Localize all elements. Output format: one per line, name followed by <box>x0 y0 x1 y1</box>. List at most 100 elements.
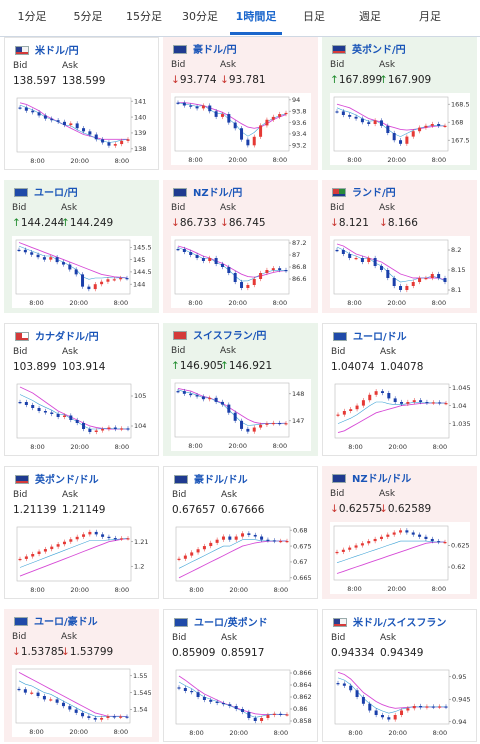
pair-name-link[interactable]: 米ドル/円 <box>35 46 79 57</box>
tab-1[interactable]: 5分足 <box>73 10 103 23</box>
pair-name-link[interactable]: 英ポンド/円 <box>352 45 406 56</box>
pair-name-link[interactable]: ランド/円 <box>352 188 396 199</box>
candle-body <box>182 102 186 106</box>
candle-body <box>107 427 111 429</box>
candle-body <box>361 400 365 406</box>
price-chart[interactable]: 0.95 0.945 0.94 8:00 20:00 8:00 <box>331 666 471 738</box>
y-tick-label: 0.86 <box>293 705 307 713</box>
tab-6[interactable]: 週足 <box>359 10 381 23</box>
arrow-down-icon: ↓ <box>330 503 339 515</box>
candle-body <box>50 412 54 414</box>
rate-card[interactable]: 英ポンド/円 Bid Ask ↑167.899 ↑167.909 168.5 168 167.… <box>322 37 477 170</box>
x-tick-label: 8:00 <box>348 443 363 451</box>
candle-body <box>406 708 410 711</box>
candle-body <box>189 393 193 396</box>
y-tick-label: 87 <box>292 251 300 259</box>
candle-body <box>419 706 423 708</box>
rate-card[interactable]: ユーロ/ドル Bid Ask 1.04074 1.04078 1.045 1.04 1.035… <box>322 323 477 456</box>
pair-name-link[interactable]: NZドル/ドル <box>352 474 412 485</box>
pair-name-link[interactable]: 豪ドル/円 <box>193 45 237 56</box>
pair-name-link[interactable]: ユーロ/豪ドル <box>34 617 98 628</box>
tab-3[interactable]: 30分足 <box>182 10 218 23</box>
candle-body <box>31 405 35 408</box>
x-tick-label: 8:00 <box>347 156 362 164</box>
candle-body <box>412 706 416 709</box>
rate-card[interactable]: NZドル/ドル Bid Ask ↓0.62575 ↓0.62589 0.625 0.62 8:… <box>322 466 477 599</box>
candle-body <box>246 285 250 288</box>
price-chart[interactable]: 148 147 8:00 20:00 8:00 <box>171 379 311 451</box>
pair-name-link[interactable]: 英ポンド/ドル <box>35 475 99 486</box>
price-chart[interactable]: 168.5 168 167.5 8:00 20:00 8:00 <box>330 93 470 165</box>
candle-body <box>399 286 403 290</box>
candle-body <box>259 273 263 279</box>
y-tick-label: 145 <box>133 256 145 264</box>
candle-body <box>386 534 390 537</box>
ask-value: ↓0.62589 <box>379 503 432 515</box>
moving-average-line <box>18 242 128 279</box>
price-chart[interactable]: 8.2 8.15 8.1 8:00 20:00 8:00 <box>330 236 470 308</box>
candle-body <box>37 112 41 116</box>
price-chart[interactable]: 1.045 1.04 1.035 8:00 20:00 8:00 <box>331 380 471 452</box>
tab-4[interactable]: 1時間足 <box>230 0 282 35</box>
candle-body <box>444 403 448 405</box>
rate-card[interactable]: カナダドル/円 Bid Ask 103.899 103.914 105 104 8:00 20:… <box>4 323 159 456</box>
pair-name-link[interactable]: 米ドル/スイスフラン <box>353 618 447 629</box>
candle-body <box>107 142 111 146</box>
rate-card[interactable]: ユーロ/円 Bid Ask ↑144.244 ↑144.249 145.5 145 144.5… <box>4 180 159 313</box>
rate-card[interactable]: 豪ドル/円 Bid Ask ↓93.774 ↓93.781 94 93.8 93.6 93.4 9… <box>163 37 318 170</box>
price-chart[interactable]: 94 93.8 93.6 93.4 93.2 8:00 20:00 8:00 <box>171 93 311 165</box>
y-tick-label: 141 <box>134 97 146 105</box>
pair-name-link[interactable]: カナダドル/円 <box>35 332 99 343</box>
price-chart[interactable]: 145.5 145 144.5 144 8:00 20:00 8:00 <box>12 236 152 308</box>
price-chart[interactable]: 0.625 0.62 8:00 20:00 8:00 <box>330 522 470 594</box>
short-average-line <box>336 540 445 563</box>
rate-card[interactable]: スイスフラン/円 Bid Ask ↑146.905 ↑146.921 148 147 8:00… <box>163 323 318 456</box>
ask-value: 138.599 <box>62 75 106 87</box>
candle-body <box>406 402 410 404</box>
price-chart[interactable]: 105 104 8:00 20:00 8:00 <box>13 380 153 452</box>
rate-card[interactable]: 米ドル/円 Bid Ask 138.597 138.599 141 140 139 138 8:0… <box>4 37 159 170</box>
rate-card[interactable]: NZドル/円 Bid Ask ↓86.733 ↓86.745 87.2 87 86.8 86.6… <box>163 180 318 313</box>
candle-body <box>430 124 434 126</box>
candle-body <box>49 699 53 701</box>
price-chart[interactable]: 0.68 0.675 0.67 0.665 8:00 20:00 8:00 <box>172 523 312 595</box>
rate-card[interactable]: ユーロ/豪ドル Bid Ask ↓1.53785 ↓1.53799 1.55 1.545 1.… <box>4 609 159 742</box>
tab-5[interactable]: 日足 <box>303 10 325 23</box>
pair-name-link[interactable]: ユーロ/英ポンド <box>194 618 268 629</box>
pair-name-link[interactable]: スイスフラン/円 <box>193 331 267 342</box>
currency-flag-icon <box>15 475 29 484</box>
bid-label: Bid <box>12 632 27 642</box>
candle-body <box>405 286 409 290</box>
price-chart[interactable]: 141 140 139 138 8:00 20:00 8:00 <box>13 94 153 166</box>
rate-card[interactable]: ランド/円 Bid Ask ↓8.121 ↓8.166 8.2 8.15 8.1 8:00 20:… <box>322 180 477 313</box>
y-tick-label: 167.5 <box>451 136 470 144</box>
candle-body <box>241 709 245 712</box>
candle-body <box>361 697 365 704</box>
price-chart[interactable]: 87.2 87 86.8 86.6 8:00 20:00 8:00 <box>171 236 311 308</box>
pair-name-link[interactable]: ユーロ/ドル <box>353 332 407 343</box>
pair-name-link[interactable]: ユーロ/円 <box>34 188 78 199</box>
candle-body <box>208 258 212 261</box>
price-chart[interactable]: 0.866 0.864 0.862 0.86 0.858 8:00 20:00 8:00 <box>172 666 312 738</box>
rate-card[interactable]: 豪ドル/ドル Bid Ask 0.67657 0.67666 0.68 0.675 0.67 0… <box>163 466 318 599</box>
tab-2[interactable]: 15分足 <box>126 10 162 23</box>
pair-name-link[interactable]: 豪ドル/ドル <box>194 475 248 486</box>
x-tick-label: 20:00 <box>69 299 88 307</box>
candle-body <box>392 278 396 286</box>
plot-frame <box>175 526 291 582</box>
candle-body <box>444 706 448 708</box>
tab-7[interactable]: 月足 <box>419 10 441 23</box>
pair-name-link[interactable]: NZドル/円 <box>193 188 243 199</box>
price-chart[interactable]: 1.55 1.545 1.54 8:00 20:00 8:00 <box>12 665 152 737</box>
candle-body <box>355 405 359 410</box>
rate-card[interactable]: 米ドル/スイスフラン Bid Ask 0.94334 0.94349 0.95 0.945 0… <box>322 609 477 742</box>
rate-card[interactable]: ユーロ/英ポンド Bid Ask 0.85909 0.85917 0.866 0.864 0.… <box>163 609 318 742</box>
price-chart[interactable]: 1.21 1.2 8:00 20:00 8:00 <box>13 523 153 595</box>
rate-card[interactable]: 英ポンド/ドル Bid Ask 1.21139 1.21149 1.21 1.2 8:00 20… <box>4 466 159 599</box>
candle-body <box>437 274 441 278</box>
bid-value: 0.67657 <box>172 504 216 516</box>
candle-body <box>443 541 447 544</box>
x-tick-label: 8:00 <box>188 156 203 164</box>
tab-0[interactable]: 1分足 <box>17 10 47 23</box>
chart-svg: 141 140 139 138 8:00 20:00 8:00 <box>16 97 146 165</box>
